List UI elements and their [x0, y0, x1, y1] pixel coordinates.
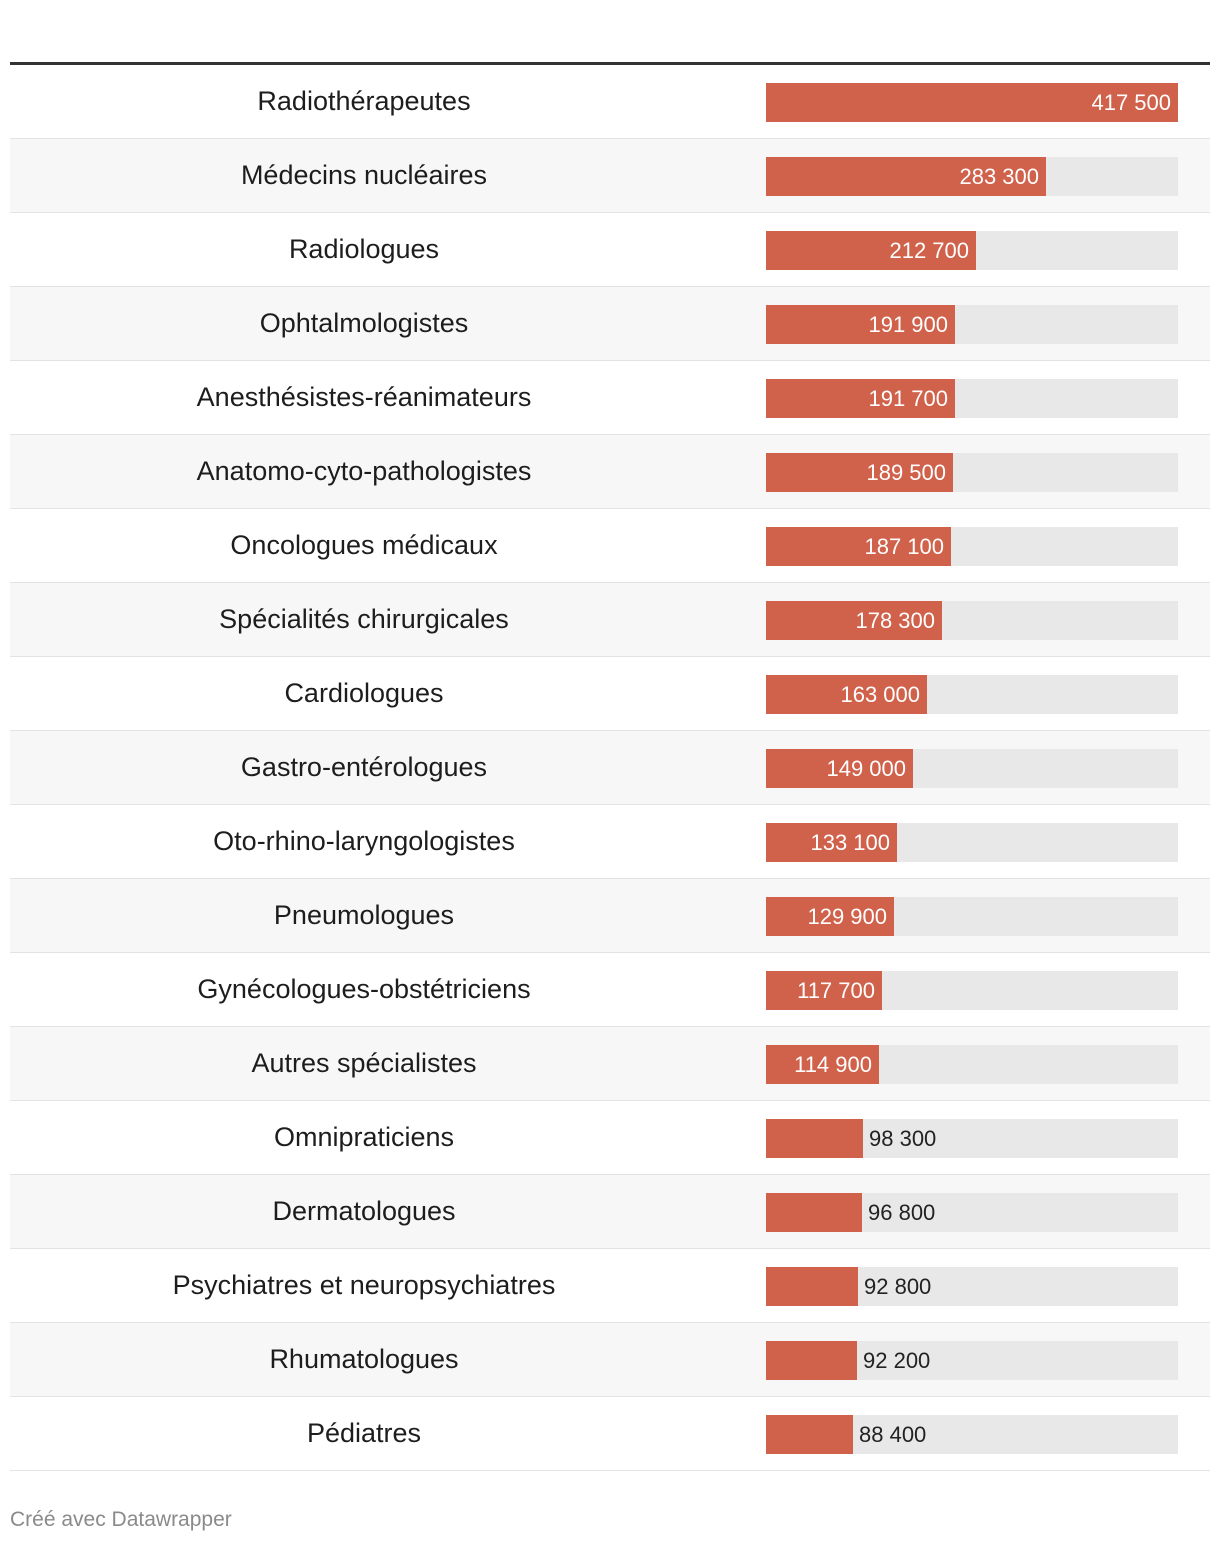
row-label: Médecins nucléaires: [240, 160, 488, 190]
table-row: Dermatologues 96 800: [10, 1175, 1210, 1249]
bar-track: 163 000: [766, 675, 1178, 714]
bar-track: 88 400: [766, 1415, 1178, 1454]
row-label: Pédiatres: [306, 1418, 422, 1448]
bar-value-label: 88 400: [859, 1422, 927, 1447]
row-label: Psychiatres et neuropsychiatres: [172, 1270, 556, 1300]
bar: [766, 1193, 862, 1232]
bar-track: 191 900: [766, 305, 1178, 344]
bar-track: 129 900: [766, 897, 1178, 936]
bar: [766, 231, 976, 270]
row-label: Rhumatologues: [269, 1344, 459, 1374]
row-label: Radiologues: [288, 234, 440, 264]
bar: [766, 823, 897, 862]
table-row: Gastro-entérologues 149 000: [10, 731, 1210, 805]
bar: [766, 1119, 863, 1158]
bar: [766, 527, 951, 566]
bar-value-label: 187 100: [864, 534, 944, 559]
table-row: Oto-rhino-laryngologistes 133 100: [10, 805, 1210, 879]
bar-track: 92 200: [766, 1341, 1178, 1380]
bar-track: 178 300: [766, 601, 1178, 640]
table-row: Anatomo-cyto-pathologistes 189 500: [10, 435, 1210, 509]
row-label: Gastro-entérologues: [240, 752, 488, 782]
row-label: Pneumologues: [273, 900, 455, 930]
table-row: Radiologues 212 700: [10, 213, 1210, 287]
bar-track: 92 800: [766, 1267, 1178, 1306]
row-label: Autres spécialistes: [251, 1048, 477, 1078]
row-label: Omnipraticiens: [273, 1122, 455, 1152]
bar-value-label: 189 500: [866, 460, 946, 485]
bar-table: Radiothérapeutes 417 500 Médecins nucléair…: [10, 62, 1210, 1471]
bar-value-label: 96 800: [868, 1200, 936, 1225]
bar: [766, 675, 927, 714]
table-row: Omnipraticiens 98 300: [10, 1101, 1210, 1175]
bar: [766, 897, 894, 936]
bar: [766, 1045, 879, 1084]
bar-track: 117 700: [766, 971, 1178, 1010]
row-label: Radiothérapeutes: [257, 86, 471, 116]
bar-track: 191 700: [766, 379, 1178, 418]
table-row: Pneumologues 129 900: [10, 879, 1210, 953]
bar-value-label: 178 300: [855, 608, 935, 633]
bar-track: 187 100: [766, 527, 1178, 566]
bar-value-label: 133 100: [810, 830, 890, 855]
bar-value-label: 98 300: [869, 1126, 937, 1151]
bar: [766, 749, 913, 788]
table-row: Radiothérapeutes 417 500: [10, 65, 1210, 139]
row-label: Anatomo-cyto-pathologistes: [196, 456, 532, 486]
table-row: Cardiologues 163 000: [10, 657, 1210, 731]
bar-value-label: 92 200: [863, 1348, 931, 1373]
bar-track: 189 500: [766, 453, 1178, 492]
table-row: Rhumatologues 92 200: [10, 1323, 1210, 1397]
bar: [766, 1415, 853, 1454]
table-row: Oncologues médicaux 187 100: [10, 509, 1210, 583]
row-label: Oncologues médicaux: [230, 530, 498, 560]
bar-track: 114 900: [766, 1045, 1178, 1084]
row-label: Spécialités chirurgicales: [219, 604, 509, 634]
footer-credit: Créé avec Datawrapper: [10, 1508, 232, 1531]
bar-track: 283 300: [766, 157, 1178, 196]
bar: [766, 601, 942, 640]
table-top-rule: [10, 62, 1210, 65]
table-row: Gynécologues-obstétriciens 117 700: [10, 953, 1210, 1027]
bar-track: 212 700: [766, 231, 1178, 270]
bar-track: 149 000: [766, 749, 1178, 788]
bar-value-label: 129 900: [807, 904, 887, 929]
bar: [766, 83, 1178, 122]
bar-value-label: 114 900: [794, 1052, 872, 1077]
row-label: Gynécologues-obstétriciens: [197, 974, 531, 1004]
table-row: Anesthésistes-réanimateurs 191 700: [10, 361, 1210, 435]
table-row: Spécialités chirurgicales 178 300: [10, 583, 1210, 657]
table-row: Autres spécialistes 114 900: [10, 1027, 1210, 1101]
row-label: Ophtalmologistes: [259, 308, 469, 338]
table-row: Médecins nucléaires 283 300: [10, 139, 1210, 213]
bar: [766, 379, 955, 418]
row-label: Dermatologues: [272, 1196, 456, 1226]
bar-track: 417 500: [766, 83, 1178, 122]
bar-value-label: 212 700: [889, 238, 969, 263]
bar: [766, 453, 953, 492]
bar-value-label: 283 300: [959, 164, 1039, 189]
bar: [766, 971, 882, 1010]
row-label: Oto-rhino-laryngologistes: [213, 826, 515, 856]
bar-value-label: 92 800: [864, 1274, 932, 1299]
table-row: Psychiatres et neuropsychiatres 92 800: [10, 1249, 1210, 1323]
table-row: Ophtalmologistes 191 900: [10, 287, 1210, 361]
bar-track: 96 800: [766, 1193, 1178, 1232]
table-body: Radiothérapeutes 417 500 Médecins nucléair…: [10, 65, 1210, 1471]
bar-value-label: 117 700: [797, 978, 875, 1003]
bar-track: 133 100: [766, 823, 1178, 862]
row-label: Anesthésistes-réanimateurs: [196, 382, 532, 412]
bar: [766, 1341, 857, 1380]
row-label: Cardiologues: [284, 678, 444, 708]
bar: [766, 305, 955, 344]
bar-track: 98 300: [766, 1119, 1178, 1158]
bar-value-label: 149 000: [826, 756, 906, 781]
bar: [766, 1267, 858, 1306]
bar-value-label: 163 000: [840, 682, 920, 707]
table-row: Pédiatres 88 400: [10, 1397, 1210, 1471]
bar-value-label: 417 500: [1091, 90, 1171, 115]
bar-value-label: 191 700: [868, 386, 948, 411]
bar-value-label: 191 900: [868, 312, 948, 337]
bar: [766, 157, 1046, 196]
